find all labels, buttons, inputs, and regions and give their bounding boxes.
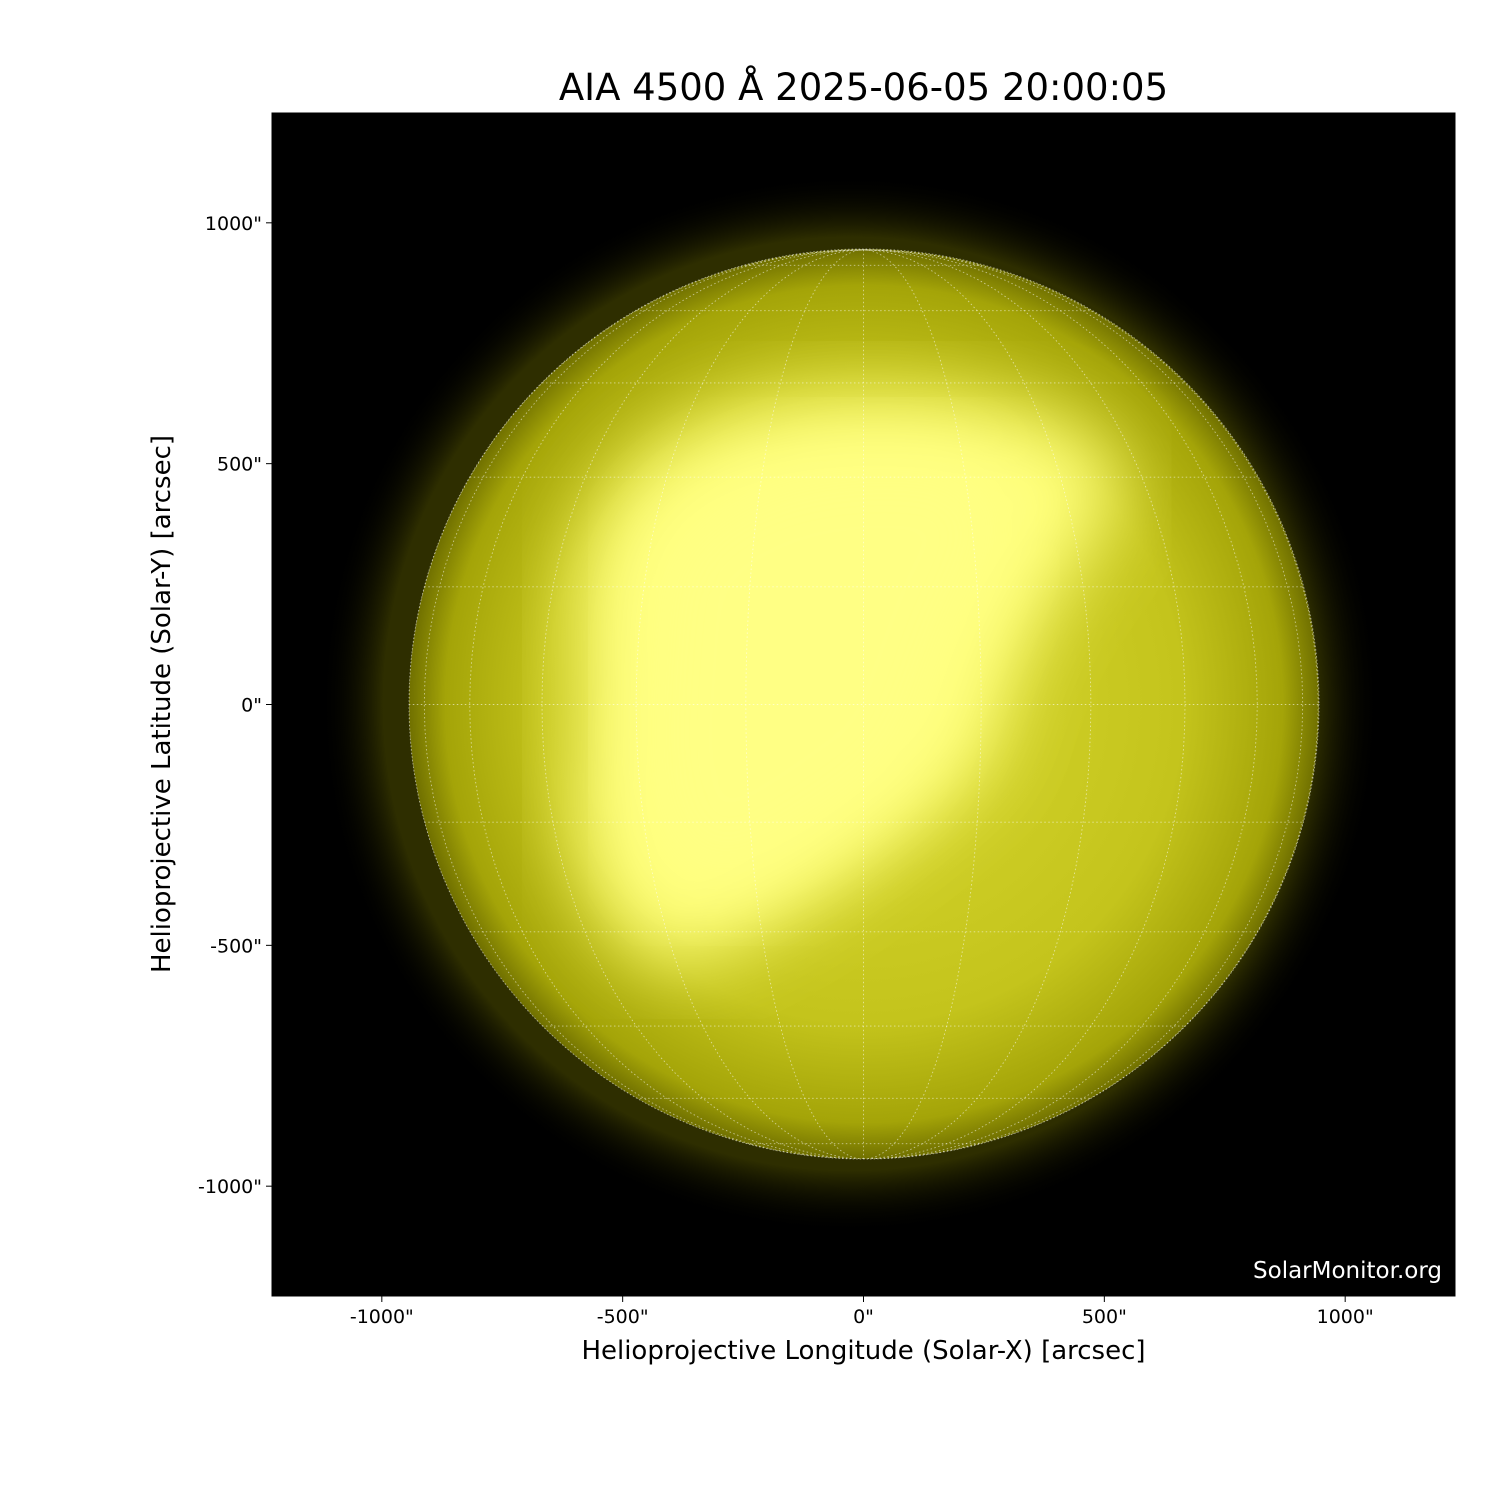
longitude-line [863,249,982,1159]
y-tick-label: -1000" [198,1176,262,1198]
longitude-line [863,249,1258,1159]
chart-title: AIA 4500 Å 2025-06-05 20:00:05 [558,66,1169,109]
longitude-line [423,249,864,1159]
limb-outline [408,248,1320,1160]
y-tick-label: 500" [217,454,262,476]
x-tick-label: 1000" [1317,1306,1374,1328]
longitude-line [745,249,864,1159]
longitude-line [863,249,1304,1159]
y-tick-label: 1000" [205,213,262,235]
longitude-line [863,249,1186,1159]
x-axis-label: Helioprojective Longitude (Solar-X) [arc… [581,1336,1146,1366]
y-tick-label: 0" [241,695,262,717]
x-tick-label: -1000" [350,1306,414,1328]
longitude-line [863,249,1092,1159]
y-ticks: -1000" -500" 0" 500" 1000" [198,213,272,1198]
x-tick-label: -500" [597,1306,649,1328]
x-tick-label: 0" [853,1306,874,1328]
heliographic-grid [409,249,1319,1159]
longitude-line [541,249,864,1159]
x-tick-label: 500" [1082,1306,1127,1328]
longitude-line [635,249,864,1159]
longitude-line [469,249,864,1159]
bright-region [576,397,1118,963]
x-ticks: -1000" -500" 0" 500" 1000" [350,1296,1374,1328]
y-tick-label: -500" [210,935,262,957]
watermark: SolarMonitor.org [1253,1258,1442,1284]
